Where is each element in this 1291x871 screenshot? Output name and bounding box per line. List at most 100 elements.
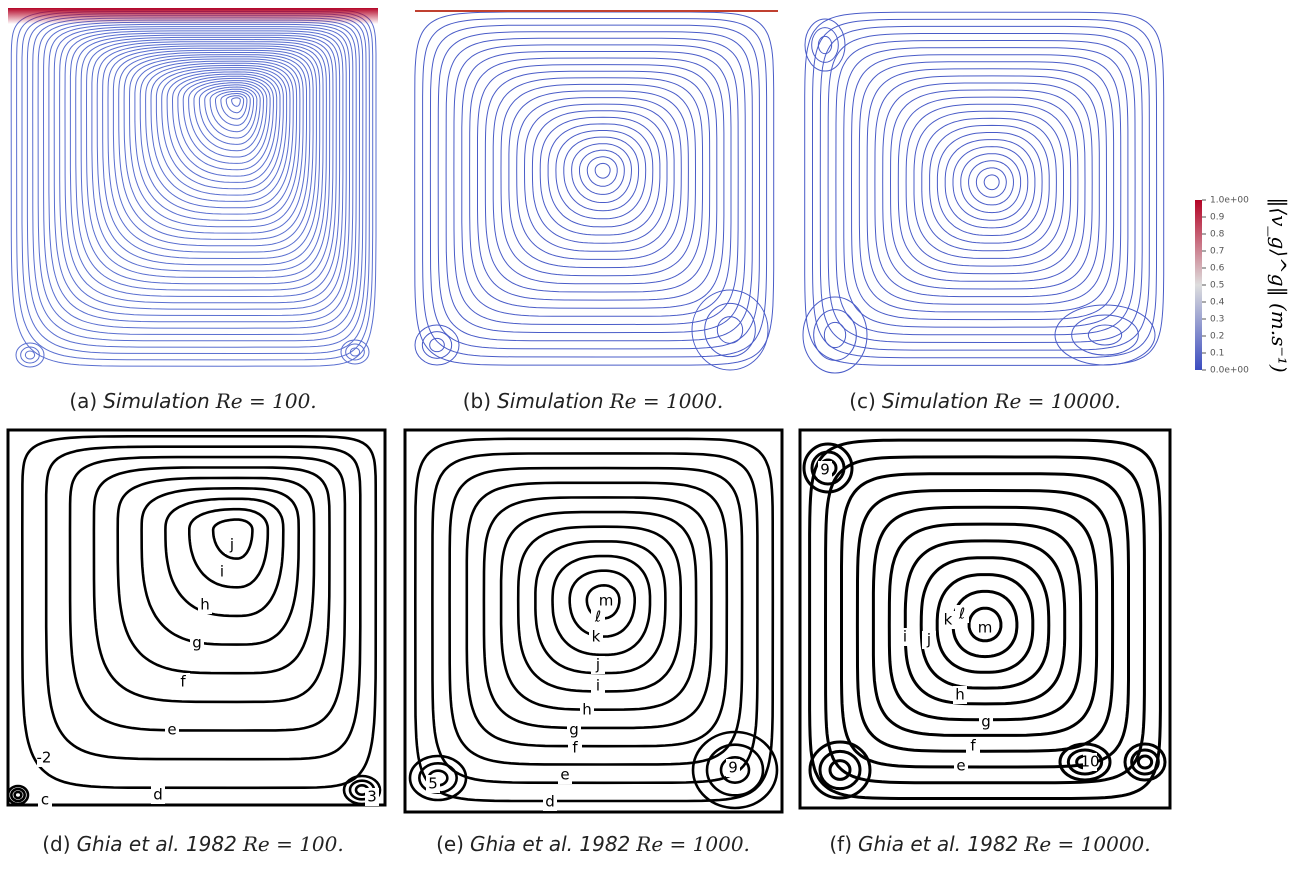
corner-vortex (408, 754, 468, 802)
streamline (16, 11, 374, 361)
caption: (d) Ghia et al. 1982 Re = 100. (42, 832, 344, 856)
streamline (75, 34, 337, 291)
label-bg (198, 596, 212, 614)
label-bg (558, 766, 572, 784)
label-bg (215, 563, 229, 581)
streamline (484, 70, 711, 293)
corner-vortex (6, 784, 30, 806)
caption-label: (a) (69, 389, 97, 413)
contour-label: g (981, 713, 991, 731)
corner-vortex (691, 289, 769, 371)
caption: (e) Ghia et al. 1982 Re = 1000. (436, 832, 750, 856)
contour-label: m (978, 619, 993, 637)
panel: (a) Simulation Re = 100. (8, 8, 378, 413)
colorbar-tick-label: 0.1 (1210, 349, 1224, 359)
colorbar-tick-label: 0.4 (1210, 298, 1225, 308)
streamline (128, 56, 304, 228)
contour-label: c (41, 791, 49, 809)
caption-source: Simulation (103, 389, 210, 413)
streamline (204, 86, 258, 139)
label-bg (966, 737, 980, 755)
corner-vortex (808, 740, 872, 800)
caption-formula: Re = 10000. (993, 389, 1120, 413)
contour-label: m (599, 592, 614, 610)
corner-vortex (691, 730, 779, 810)
streamline (448, 466, 744, 766)
contour-label: e (560, 766, 569, 784)
corner-vortex (804, 18, 846, 72)
streamline (534, 540, 667, 675)
contour-label: e (956, 757, 965, 775)
label-bg (955, 605, 969, 623)
streamline (225, 95, 245, 114)
corner-vortex (414, 324, 460, 366)
streamline (20, 435, 378, 790)
streamline (134, 58, 301, 221)
streamline (804, 11, 1165, 366)
streamline (492, 77, 704, 285)
corner-vortex (823, 321, 847, 349)
label-bg (567, 721, 581, 739)
contour-label: 10 (1080, 753, 1099, 771)
corner-vortex (811, 27, 839, 63)
streamline (913, 110, 1064, 259)
streamline (85, 38, 331, 279)
streamline (889, 89, 1086, 282)
streamline (508, 90, 689, 269)
colorbar-tick-label: 0.3 (1210, 315, 1224, 325)
contour-label: 5 (428, 775, 438, 793)
streamline (96, 43, 324, 266)
corner-vortex (10, 787, 26, 803)
contour-label: h (582, 701, 592, 719)
corner-vortex (1054, 304, 1156, 366)
streamline (469, 57, 725, 309)
colorbar (1195, 200, 1202, 370)
caption-formula: Re = 100. (242, 832, 344, 856)
contour-label: f (970, 737, 976, 755)
label-bg (922, 631, 936, 649)
corner-vortex (818, 749, 862, 791)
corner-vortex (1087, 324, 1123, 346)
streamline (139, 60, 298, 215)
panel: jih g f e d -2 c 3 (d) Ghia et al. 1982 Re = 100. (6, 428, 387, 856)
streamline (850, 54, 1122, 321)
label-bg (979, 713, 993, 731)
colorbar-tick-label: 0.0e+00 (1210, 366, 1249, 376)
streamline (118, 52, 311, 240)
contour-label: 9 (820, 461, 830, 479)
caption-label: (c) (849, 389, 876, 413)
colorbar-tick-label: 0.2 (1210, 332, 1224, 342)
panel-frame (403, 428, 784, 814)
streamline (827, 33, 1143, 344)
caption: (a) Simulation Re = 100. (69, 389, 316, 413)
streamline (429, 24, 761, 350)
corner-vortex (704, 302, 756, 358)
corner-vortex (813, 309, 857, 361)
label-bg (165, 721, 179, 739)
label-bg (599, 592, 613, 610)
label-bg (568, 739, 582, 757)
streamline (53, 26, 350, 317)
streamline (571, 143, 633, 203)
streamline (164, 497, 285, 618)
streamline (211, 518, 254, 560)
corner-vortex (1136, 754, 1154, 770)
contour-label: i (903, 628, 907, 646)
streamline (967, 606, 1003, 643)
streamline (198, 84, 261, 145)
corner-vortex (719, 756, 751, 784)
contour-label: k (592, 628, 601, 646)
corner-vortex (1130, 748, 1160, 776)
streamline (92, 466, 331, 704)
streamline (819, 25, 1150, 351)
streamline (445, 37, 746, 334)
streamline (905, 103, 1072, 267)
streamline (812, 18, 1158, 359)
corner-vortex (1066, 748, 1104, 776)
streamline (516, 97, 682, 260)
streamline (193, 82, 265, 152)
streamline (414, 11, 775, 366)
streamline (523, 103, 675, 252)
